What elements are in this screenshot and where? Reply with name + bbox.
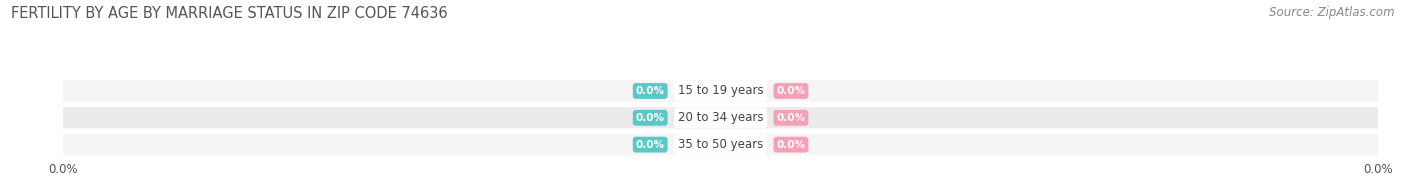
Text: 0.0%: 0.0% xyxy=(636,113,665,123)
Text: 0.0%: 0.0% xyxy=(776,140,806,150)
Text: 0.0%: 0.0% xyxy=(776,86,806,96)
Text: 0.0%: 0.0% xyxy=(636,86,665,96)
Text: FERTILITY BY AGE BY MARRIAGE STATUS IN ZIP CODE 74636: FERTILITY BY AGE BY MARRIAGE STATUS IN Z… xyxy=(11,6,449,21)
FancyBboxPatch shape xyxy=(37,107,1405,129)
Text: 20 to 34 years: 20 to 34 years xyxy=(678,111,763,124)
FancyBboxPatch shape xyxy=(37,80,1405,102)
Text: 0.0%: 0.0% xyxy=(776,113,806,123)
Text: 15 to 19 years: 15 to 19 years xyxy=(678,84,763,97)
Text: 0.0%: 0.0% xyxy=(636,140,665,150)
Text: Source: ZipAtlas.com: Source: ZipAtlas.com xyxy=(1270,6,1395,19)
Text: 35 to 50 years: 35 to 50 years xyxy=(678,138,763,151)
FancyBboxPatch shape xyxy=(37,134,1405,155)
